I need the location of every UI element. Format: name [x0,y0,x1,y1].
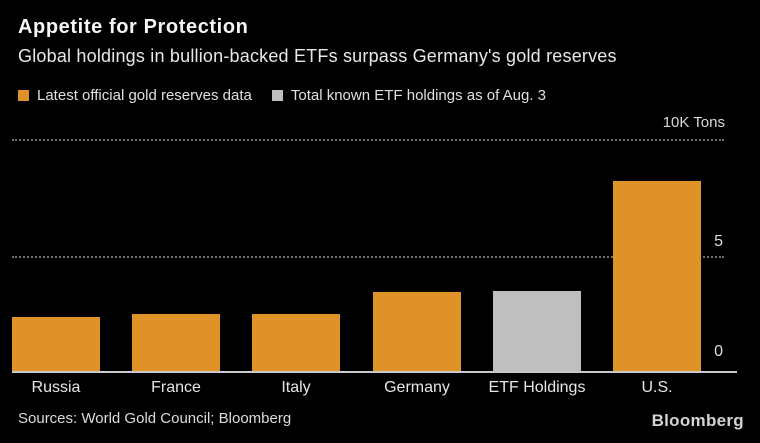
gridline-10 [12,139,724,141]
category-label-u-s: U.S. [641,379,673,396]
bar-russia [12,317,100,371]
y-tick-5: 5 [714,233,723,250]
gray-square-icon [271,90,283,101]
chart-subtitle: Global holdings in bullion-backed ETFs s… [18,46,617,66]
bar-germany [373,292,461,371]
bloomberg-logo: Bloomberg [651,411,744,430]
y-tick-0: 0 [714,343,723,360]
category-row: Russia France Italy Germany ETF Holdings U.S. [12,379,737,401]
y-axis-unit-label: 10K Tons [662,114,725,131]
category-label-etf-holdings: ETF Holdings [488,379,586,396]
bar-u-s [613,181,701,371]
x-axis-line [12,371,737,373]
category-label-russia: Russia [31,379,81,396]
bar-france [132,314,220,371]
plot-area [12,139,737,373]
legend: Latest official gold reserves data Total… [18,87,546,104]
legend-label-gold-reserves: Latest official gold reserves data [37,87,252,104]
chart-title: Appetite for Protection [18,16,249,38]
category-label-germany: Germany [384,379,450,396]
sources-note: Sources: World Gold Council; Bloomberg [18,410,292,427]
bar-etf-holdings [493,291,581,371]
legend-label-etf-holdings: Total known ETF holdings as of Aug. 3 [290,87,547,104]
category-label-france: France [151,379,201,396]
legend-item-gold-reserves: Latest official gold reserves data [18,87,252,104]
orange-square-icon [18,90,29,101]
gridline-5 [12,256,724,258]
legend-item-etf-holdings: Total known ETF holdings as of Aug. 3 [271,87,547,104]
bar-italy [252,314,340,371]
category-label-italy: Italy [281,379,311,396]
